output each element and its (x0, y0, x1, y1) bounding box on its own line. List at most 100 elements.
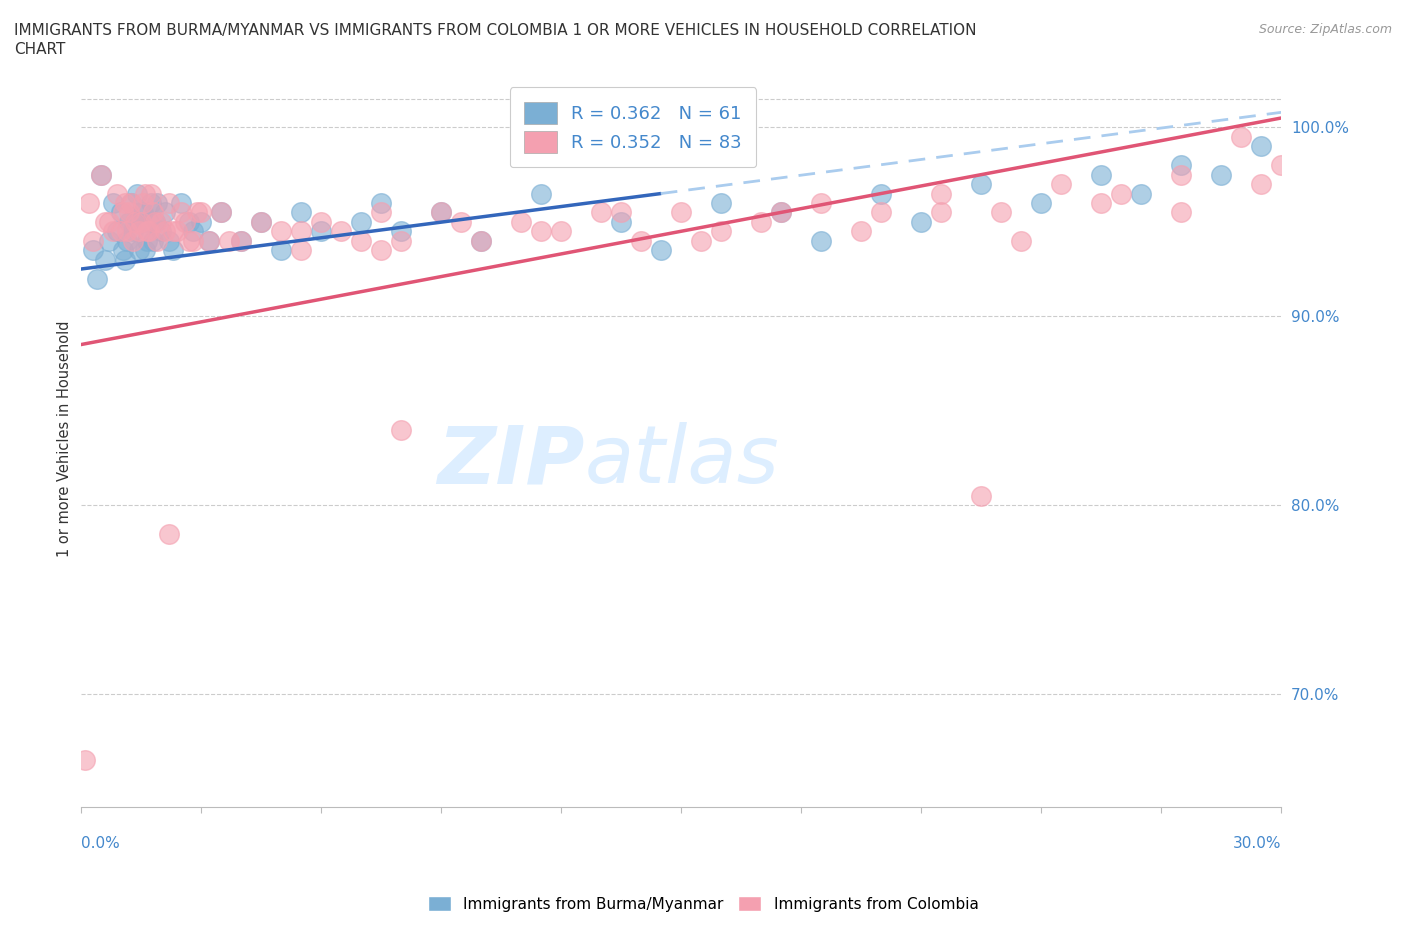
Point (173, 215, 195, 230)
Point (197, 233, 219, 248)
Point (101, 224, 124, 239)
Point (229, 233, 252, 248)
Point (389, 233, 412, 248)
Point (149, 224, 172, 239)
Point (429, 205, 451, 219)
Point (153, 205, 176, 219)
Point (1230, 129, 1253, 144)
Point (197, 233, 219, 248)
Point (110, 205, 132, 219)
Point (470, 233, 492, 248)
Point (309, 215, 332, 230)
Point (810, 195, 832, 210)
Point (1029, 195, 1052, 210)
Point (769, 205, 792, 219)
Point (1050, 177, 1073, 192)
Point (121, 233, 143, 248)
Point (229, 233, 252, 248)
Point (143, 215, 166, 230)
Point (370, 205, 392, 219)
Point (157, 195, 180, 210)
Point (650, 243, 672, 258)
Point (1170, 158, 1192, 173)
Point (190, 215, 212, 230)
Text: CHART: CHART (14, 42, 66, 57)
Point (139, 195, 162, 210)
Point (162, 224, 184, 239)
Point (101, 195, 124, 210)
Point (124, 215, 146, 230)
Point (149, 215, 172, 230)
Point (124, 215, 146, 230)
Point (111, 243, 134, 258)
Point (530, 224, 553, 239)
Point (111, 205, 134, 219)
Point (209, 205, 232, 219)
Point (138, 215, 160, 230)
Point (73, 752, 96, 767)
Point (128, 224, 150, 239)
Point (105, 186, 128, 201)
Point (105, 224, 128, 239)
Point (810, 233, 832, 248)
Point (115, 233, 138, 248)
Point (97, 215, 120, 230)
Point (209, 205, 232, 219)
Legend: Immigrants from Burma/Myanmar, Immigrants from Colombia: Immigrants from Burma/Myanmar, Immigrant… (422, 889, 984, 918)
Point (1250, 177, 1272, 192)
Point (530, 186, 553, 201)
Point (218, 233, 240, 248)
Point (181, 224, 204, 239)
Point (141, 205, 163, 219)
Point (121, 224, 143, 239)
Point (1170, 205, 1192, 219)
Point (929, 205, 952, 219)
Point (249, 215, 271, 230)
Text: Source: ZipAtlas.com: Source: ZipAtlas.com (1258, 23, 1392, 36)
Point (370, 195, 392, 210)
Point (114, 252, 136, 267)
Point (1109, 186, 1132, 201)
Point (270, 224, 292, 239)
Point (117, 215, 139, 230)
Point (128, 243, 150, 258)
Point (370, 243, 392, 258)
Point (129, 205, 152, 219)
Point (117, 205, 139, 219)
Point (249, 215, 271, 230)
Point (89, 167, 111, 182)
Point (120, 195, 142, 210)
Point (389, 422, 412, 437)
Y-axis label: 1 or more Vehicles in Household: 1 or more Vehicles in Household (58, 321, 72, 557)
Point (143, 215, 166, 230)
Point (1010, 233, 1032, 248)
Point (450, 215, 472, 230)
Point (630, 233, 652, 248)
Point (82, 233, 104, 248)
Point (177, 233, 200, 248)
Text: 30.0%: 30.0% (1233, 836, 1281, 851)
Point (141, 233, 163, 248)
Point (1270, 158, 1292, 173)
Point (610, 215, 633, 230)
Point (145, 233, 167, 248)
Point (970, 488, 993, 503)
Point (97, 233, 120, 248)
Point (350, 215, 373, 230)
Point (1090, 167, 1112, 182)
Point (870, 205, 893, 219)
Point (509, 215, 531, 230)
Point (990, 205, 1012, 219)
Point (749, 215, 772, 230)
Point (166, 224, 188, 239)
Point (82, 243, 104, 258)
Text: atlas: atlas (585, 422, 779, 500)
Point (131, 195, 153, 210)
Point (177, 215, 200, 230)
Point (1090, 195, 1112, 210)
Point (169, 205, 191, 219)
Point (186, 205, 208, 219)
Point (77, 195, 100, 210)
Point (139, 186, 162, 201)
Point (114, 195, 136, 210)
